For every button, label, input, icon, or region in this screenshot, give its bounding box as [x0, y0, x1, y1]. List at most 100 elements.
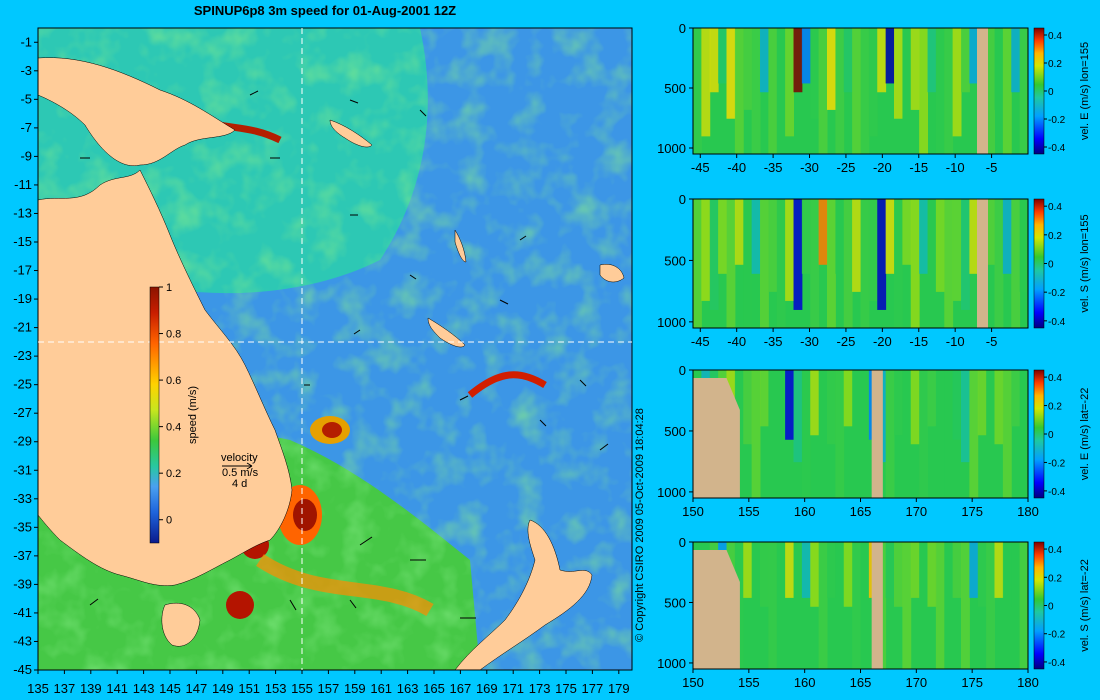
section-field-column: [1019, 199, 1029, 292]
map-x-tick-label: 179: [608, 681, 630, 696]
section-field-column: [860, 370, 870, 498]
section-field-column: [718, 199, 727, 274]
speed-colorbar-ticks: 1 0.8 0.6 0.4 0.2 0: [159, 282, 181, 527]
section-x-tick-label: -10: [946, 334, 965, 349]
section-field-column: [835, 542, 845, 669]
section-field-column: [927, 28, 937, 93]
section-colorbar-tick-label: 0.2: [1048, 402, 1062, 413]
section-y-tick-label: 0: [679, 192, 686, 207]
section-x-tick-label: -35: [764, 160, 783, 175]
section-field-column: [860, 28, 870, 154]
map-x-tick-label: 177: [582, 681, 604, 696]
copyright-text: © Copyright CSIRO 2009 05-Oct-2009 18:04…: [634, 408, 646, 642]
section-field-column: [793, 28, 803, 93]
section-field-column: [868, 199, 878, 301]
speed-colorbar: [149, 286, 160, 544]
map-y-ticks: -1 -3 -5 -7 -9 -11 -13 -15 -17 -19 -21 -23 -25 -27 -29…: [13, 34, 38, 677]
section-field-column: [852, 28, 861, 154]
section-field-column: [785, 370, 794, 440]
section-land-mask: [871, 542, 883, 669]
section-field-column: [1019, 542, 1029, 669]
section-field-column: [810, 28, 820, 119]
section-field-column: [935, 28, 945, 154]
section-field-column: [852, 370, 861, 498]
section-field-column: [986, 370, 995, 498]
map-x-tick-label: 141: [106, 681, 128, 696]
section-frame: [692, 198, 1029, 329]
map-y-tick-label: -17: [13, 263, 32, 278]
map-y-tick-label: -5: [20, 91, 32, 106]
section-field-column: [701, 199, 711, 301]
section-field-column: [709, 199, 719, 310]
map-x-tick-label: 159: [344, 681, 366, 696]
section-ylabel: vel. E (m/s) lon=155: [1079, 42, 1091, 140]
section-field-column: [835, 370, 845, 498]
section-field-column: [743, 542, 753, 598]
section-y-tick-label: 1000: [657, 315, 686, 330]
eddy-2-core: [293, 499, 317, 531]
section-colorbar-tick-label: -0.4: [1048, 143, 1066, 154]
section-field-column: [734, 28, 744, 154]
section-field-column: [776, 199, 786, 328]
section-field-column: [868, 28, 878, 137]
map-y-tick-label: -27: [13, 405, 32, 420]
map-y-tick-label: -9: [20, 148, 32, 163]
map-y-tick-label: -7: [20, 120, 32, 135]
map-y-tick-label: -3: [20, 63, 32, 78]
speed-colorbar-label: speed (m/s): [187, 386, 199, 444]
section-field-column: [969, 370, 979, 498]
section-field-column: [894, 370, 903, 436]
section-x-tick-label: 160: [794, 675, 816, 690]
section-field-column: [994, 28, 1004, 110]
section-field-column: [894, 542, 903, 607]
speed-colorbar-tick-label: 0: [166, 515, 172, 527]
map-x-tick-label: 173: [529, 681, 551, 696]
section-x-tick-label: -40: [727, 160, 746, 175]
section-field-column: [1002, 28, 1012, 154]
map-y-tick-label: -35: [13, 519, 32, 534]
section-y-tick-label: 0: [679, 535, 686, 550]
section-field-column: [885, 28, 895, 84]
map-y-tick-label: -13: [13, 205, 32, 220]
section-x-tick-label: -35: [764, 334, 783, 349]
section-land-mask: [693, 378, 740, 498]
section-x-tick-label: -30: [800, 160, 819, 175]
section-x-tick-label: -5: [986, 334, 998, 349]
map-panel: 135 137 139 141 143 145 147 149 151 153 155 157 159 1…: [13, 27, 633, 696]
section-field-column: [693, 28, 702, 154]
section-field-column: [994, 199, 1004, 328]
section-x-tick-label: -25: [837, 334, 856, 349]
section-colorbar-tick-label: 0: [1048, 602, 1054, 613]
section-field-column: [944, 542, 954, 669]
vanuatu-land: [454, 229, 467, 263]
section-field-column: [835, 199, 845, 274]
section-x-tick-label: -45: [691, 334, 710, 349]
section-field-column: [935, 542, 945, 669]
section-field-column: [986, 199, 995, 265]
section-field-column: [935, 370, 945, 498]
section-field-column: [818, 542, 828, 669]
section-field-column: [726, 199, 736, 328]
section-x-tick-label: 150: [682, 504, 704, 519]
section-x-tick-label: 165: [850, 675, 872, 690]
figure-title: SPINUP6p8 3m speed for 01-Aug-2001 12Z: [194, 3, 456, 18]
section-field-column: [701, 28, 711, 137]
section-field-column: [977, 542, 987, 607]
section-field-column: [952, 370, 962, 440]
section-y-tick-label: 500: [664, 595, 686, 610]
section-field-column: [877, 28, 887, 93]
section-field-column: [935, 199, 945, 292]
section-field-column: [818, 370, 828, 498]
new-caledonia-land: [427, 317, 466, 348]
section-y-tick-label: 1000: [657, 141, 686, 156]
map-x-tick-label: 167: [450, 681, 472, 696]
velocity-key: velocity 0.5 m/s 4 d: [221, 452, 259, 490]
section-field-column: [919, 370, 928, 498]
section-field-column: [835, 28, 845, 154]
section-colorbar-tick-label: 0: [1048, 260, 1054, 271]
jet-3: [256, 554, 434, 617]
section-field-column: [944, 199, 954, 328]
section-y-tick-label: 0: [679, 363, 686, 378]
section-x-tick-label: -15: [909, 334, 928, 349]
speed-colorbar-tick-label: 0.4: [166, 422, 181, 434]
